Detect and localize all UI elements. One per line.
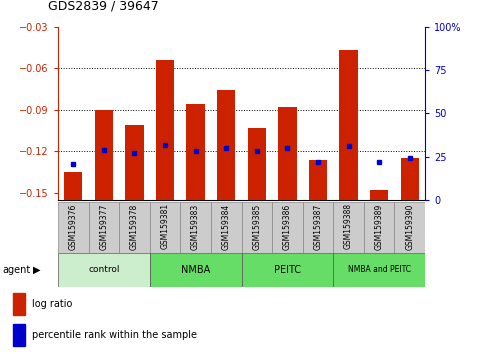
Bar xyxy=(156,60,174,200)
Bar xyxy=(13,293,25,315)
Bar xyxy=(370,190,388,200)
Bar xyxy=(364,202,395,253)
Bar xyxy=(242,202,272,253)
Bar xyxy=(88,202,119,253)
Bar xyxy=(400,158,419,200)
Text: GSM159388: GSM159388 xyxy=(344,203,353,250)
Text: GSM159377: GSM159377 xyxy=(99,203,108,250)
Text: GSM159376: GSM159376 xyxy=(69,203,78,250)
Text: GSM159378: GSM159378 xyxy=(130,203,139,250)
Bar xyxy=(333,253,425,287)
Bar xyxy=(58,202,88,253)
Text: GSM159386: GSM159386 xyxy=(283,203,292,250)
Text: GSM159387: GSM159387 xyxy=(313,203,323,250)
Bar xyxy=(125,125,143,200)
Text: GDS2839 / 39647: GDS2839 / 39647 xyxy=(48,0,159,12)
Bar xyxy=(248,128,266,200)
Text: GSM159381: GSM159381 xyxy=(160,203,170,250)
Bar xyxy=(186,104,205,200)
Text: ▶: ▶ xyxy=(33,265,41,275)
Bar xyxy=(278,107,297,200)
Bar xyxy=(242,253,333,287)
Text: percentile rank within the sample: percentile rank within the sample xyxy=(32,330,197,339)
Bar xyxy=(211,202,242,253)
Text: NMBA and PEITC: NMBA and PEITC xyxy=(348,266,411,274)
Bar xyxy=(58,253,150,287)
Text: GSM159390: GSM159390 xyxy=(405,203,414,250)
Bar xyxy=(150,202,180,253)
Text: PEITC: PEITC xyxy=(274,265,301,275)
Bar xyxy=(309,160,327,200)
Bar xyxy=(180,202,211,253)
Text: control: control xyxy=(88,266,120,274)
Text: GSM159389: GSM159389 xyxy=(375,203,384,250)
Bar xyxy=(95,110,113,200)
Bar xyxy=(395,202,425,253)
Bar xyxy=(13,324,25,346)
Text: agent: agent xyxy=(2,265,30,275)
Bar xyxy=(119,202,150,253)
Bar xyxy=(333,202,364,253)
Text: GSM159383: GSM159383 xyxy=(191,203,200,250)
Text: NMBA: NMBA xyxy=(181,265,210,275)
Text: GSM159384: GSM159384 xyxy=(222,203,231,250)
Bar xyxy=(217,90,235,200)
Bar xyxy=(340,50,358,200)
Bar xyxy=(150,253,242,287)
Bar xyxy=(64,172,83,200)
Bar xyxy=(272,202,303,253)
Text: GSM159385: GSM159385 xyxy=(252,203,261,250)
Text: log ratio: log ratio xyxy=(32,299,72,309)
Bar xyxy=(303,202,333,253)
